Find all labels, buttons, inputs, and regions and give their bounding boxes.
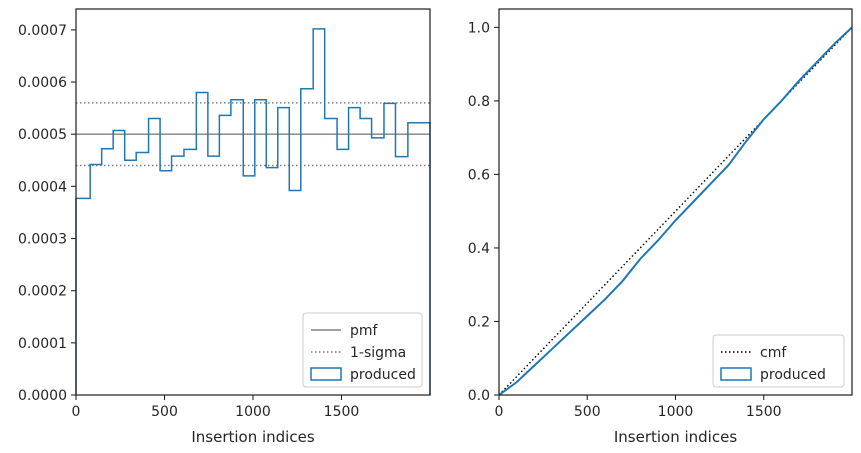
y-tick-label: 0.0	[468, 388, 490, 404]
x-axis-label: Insertion indices	[191, 428, 314, 446]
y-tick-label: 0.2	[468, 314, 490, 330]
legend-swatch-box	[720, 367, 752, 381]
y-tick-label: 0.4	[468, 241, 490, 257]
legend-swatch-box	[310, 367, 342, 381]
y-tick-label: 0.0001	[18, 336, 67, 352]
pmf-chart-panel: 0 500 1000 1500 0.0000 0.0001 0.0002 0.0003 0.00…	[18, 8, 431, 446]
x-tick-label: 0	[495, 404, 504, 420]
y-tick-label: 0.6	[468, 167, 490, 183]
y-tick-label: 0.0003	[18, 232, 67, 248]
y-tick-label: 1.0	[468, 20, 490, 36]
legend-label: produced	[350, 367, 416, 383]
y-tick-label: 0.0000	[18, 388, 67, 404]
cmf-chart-panel: 0 500 1000 1500 0.0 0.2 0.4 0.6 0.8 1.0 Insertion …	[468, 8, 853, 446]
x-tick-label: 1000	[235, 404, 271, 420]
x-tick-label: 500	[574, 404, 601, 420]
legend-label: pmf	[350, 323, 379, 339]
x-tick-label: 1500	[324, 404, 360, 420]
x-axis-label: Insertion indices	[614, 428, 737, 446]
y-tick-label: 0.8	[468, 94, 490, 110]
y-tick-label: 0.0005	[18, 127, 67, 143]
y-tick-label: 0.0006	[18, 75, 67, 91]
y-tick-label: 0.0004	[18, 179, 67, 195]
legend-label: cmf	[760, 345, 787, 361]
x-tick-label: 1500	[746, 404, 782, 420]
y-tick-label: 0.0007	[18, 23, 67, 39]
legend-box	[712, 334, 845, 388]
x-tick-label: 0	[72, 404, 81, 420]
y-tick-label: 0.0002	[18, 284, 67, 300]
produced-step-series	[75, 28, 431, 395]
x-tick-label: 500	[151, 404, 178, 420]
x-tick-label: 1000	[658, 404, 694, 420]
produced-cumulative-line	[498, 26, 853, 396]
legend-label: 1-sigma	[350, 345, 406, 361]
legend-label: produced	[760, 367, 826, 383]
